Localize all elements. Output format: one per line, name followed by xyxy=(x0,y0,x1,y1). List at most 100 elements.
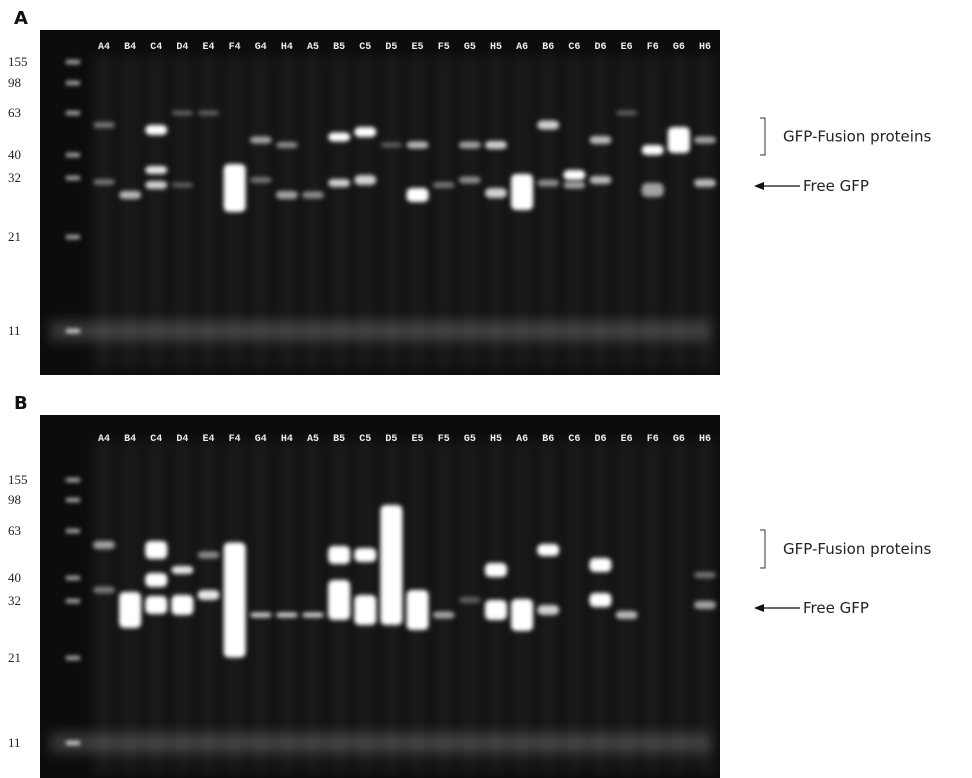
lane-label: B4 xyxy=(124,434,136,445)
lane-label: G4 xyxy=(255,434,267,445)
protein-band xyxy=(197,590,220,600)
lane-label: D4 xyxy=(176,42,188,53)
lane-label: B6 xyxy=(542,434,554,445)
lane-smear xyxy=(538,55,559,370)
arrow-head xyxy=(754,604,764,612)
protein-band xyxy=(511,174,534,210)
protein-band xyxy=(458,141,481,149)
lane-smear xyxy=(381,55,402,370)
protein-band xyxy=(432,611,455,619)
gel-panel: B A4 B4 C4 D4 E4 F4 G4 H4 A5 B5 C5 D5 E5 F5 G5 H5 A6 B6 C6 D… xyxy=(8,393,931,778)
fusion-annotation: GFP-Fusion proteins xyxy=(783,128,931,146)
protein-band xyxy=(563,170,586,180)
lane-smear xyxy=(250,440,271,773)
fusion-annotation: GFP-Fusion proteins xyxy=(783,540,931,558)
lane-smear xyxy=(668,440,689,773)
protein-band xyxy=(589,593,612,607)
protein-band xyxy=(223,542,246,658)
lane-label: C5 xyxy=(359,434,371,445)
lane-smear xyxy=(590,55,611,370)
lane-smear xyxy=(459,55,480,370)
protein-band xyxy=(119,592,142,628)
bracket xyxy=(760,529,766,569)
lane-smear xyxy=(198,440,219,773)
lane-label: E5 xyxy=(412,434,424,445)
lane-label: H5 xyxy=(490,42,502,53)
protein-band xyxy=(171,182,194,188)
protein-band xyxy=(432,182,455,188)
protein-band xyxy=(484,600,507,620)
ladder-band xyxy=(66,576,80,580)
lane-smear xyxy=(459,440,480,773)
protein-band xyxy=(354,595,377,625)
lane-label: D5 xyxy=(385,434,397,445)
panel-label: A xyxy=(14,8,28,29)
ladder-band xyxy=(66,111,80,115)
marker-label: 63 xyxy=(8,523,21,538)
protein-band xyxy=(694,179,716,187)
lane-smear xyxy=(250,55,271,370)
lane-smear xyxy=(433,440,454,773)
protein-band xyxy=(302,612,325,618)
marker-label: 98 xyxy=(8,492,21,507)
bracket xyxy=(760,117,766,156)
lane-smear xyxy=(276,55,297,370)
lane-smear xyxy=(512,55,533,370)
protein-band xyxy=(537,544,560,556)
lane-label: B5 xyxy=(333,42,345,53)
marker-label: 155 xyxy=(8,54,28,69)
lane-smear xyxy=(94,55,114,370)
lane-smear xyxy=(303,440,324,773)
protein-band xyxy=(145,181,168,189)
marker-label: 32 xyxy=(8,593,21,608)
marker-label: 40 xyxy=(8,147,21,162)
protein-band xyxy=(275,191,298,199)
ladder-band xyxy=(66,656,80,660)
protein-band xyxy=(354,548,377,562)
ladder-band xyxy=(66,741,80,745)
lane-label: C4 xyxy=(150,434,162,445)
lane-label: E6 xyxy=(621,42,633,53)
marker-label: 63 xyxy=(8,105,21,120)
protein-band xyxy=(328,179,351,187)
ladder-band xyxy=(66,478,80,482)
ladder-band xyxy=(66,60,80,64)
protein-band xyxy=(458,597,481,603)
ladder-band xyxy=(66,176,80,180)
protein-band xyxy=(328,580,351,620)
lane-smear xyxy=(564,440,585,773)
lane-smear xyxy=(198,55,219,370)
lane-label: A5 xyxy=(307,42,319,53)
dye-front xyxy=(50,733,710,753)
protein-band xyxy=(589,558,612,572)
lane-smear xyxy=(172,55,193,370)
lane-smear xyxy=(224,55,245,370)
dye-front xyxy=(50,321,710,341)
protein-band xyxy=(563,181,586,189)
lane-smear xyxy=(433,55,454,370)
lane-label: G4 xyxy=(255,42,267,53)
protein-band xyxy=(406,590,429,630)
lane-label: C5 xyxy=(359,42,371,53)
protein-band xyxy=(145,573,168,587)
lane-smear xyxy=(94,440,114,773)
marker-label: 32 xyxy=(8,170,21,185)
protein-band xyxy=(615,611,638,619)
arrow-head xyxy=(754,182,764,190)
marker-label: 155 xyxy=(8,472,28,487)
lane-smear xyxy=(276,440,297,773)
lane-smear xyxy=(616,440,637,773)
lane-smear xyxy=(616,55,637,370)
protein-band xyxy=(615,110,638,116)
lane-smear xyxy=(642,440,663,773)
protein-band xyxy=(694,601,716,609)
marker-label: 98 xyxy=(8,75,21,90)
lane-label: D6 xyxy=(594,434,606,445)
protein-band xyxy=(249,136,272,144)
protein-band xyxy=(171,566,194,574)
lane-label: G6 xyxy=(673,434,685,445)
protein-band xyxy=(589,136,612,144)
lane-smear xyxy=(564,55,585,370)
lane-label: F5 xyxy=(438,42,450,53)
protein-band xyxy=(145,541,168,559)
